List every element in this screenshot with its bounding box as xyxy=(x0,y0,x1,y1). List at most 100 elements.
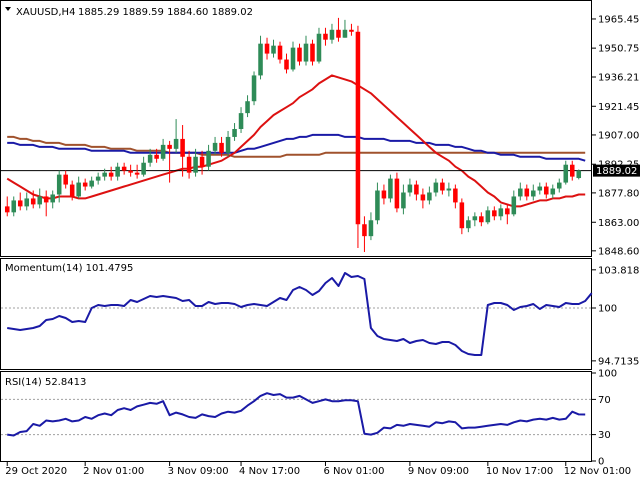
bullish-candle xyxy=(290,41,296,72)
candle-body xyxy=(63,174,68,185)
bullish-candle xyxy=(147,148,153,167)
candle-body xyxy=(290,47,296,70)
candle-body xyxy=(511,196,517,215)
bullish-candle xyxy=(401,184,406,215)
bullish-candle xyxy=(511,190,517,217)
bearish-candle xyxy=(134,164,140,179)
candle-body xyxy=(479,216,484,223)
price-panel[interactable] xyxy=(0,0,592,257)
candle-body xyxy=(37,196,42,205)
price-tick-label: 1936.21 xyxy=(598,72,639,83)
bearish-candle xyxy=(355,25,361,249)
bearish-candle xyxy=(459,198,465,235)
candle-body xyxy=(362,224,367,237)
candle-body xyxy=(537,186,543,191)
bearish-candle xyxy=(17,192,23,211)
bearish-candle xyxy=(394,172,400,213)
bearish-candle xyxy=(453,184,458,209)
bearish-candle xyxy=(362,216,367,253)
candle-body xyxy=(108,172,114,177)
bullish-candle xyxy=(141,156,146,177)
bullish-candle xyxy=(89,176,94,189)
bullish-candle xyxy=(388,174,393,203)
bearish-candle xyxy=(492,206,497,221)
candle-body xyxy=(576,170,582,179)
candle-body xyxy=(258,43,263,76)
candle-body xyxy=(121,166,127,171)
candle-body xyxy=(407,184,413,193)
candle-body xyxy=(128,170,133,173)
candle-body xyxy=(544,186,549,195)
bullish-candle xyxy=(472,212,478,227)
bullish-candle xyxy=(11,196,17,217)
bearish-candle xyxy=(108,166,114,181)
bearish-candle xyxy=(199,150,205,175)
candle-body xyxy=(160,144,166,159)
time-tick-label: 3 Nov 09:00 xyxy=(168,466,229,477)
bullish-candle xyxy=(193,148,198,177)
bullish-candle xyxy=(342,19,348,38)
bearish-candle xyxy=(186,150,192,179)
bearish-candle xyxy=(414,180,419,201)
momentum-panel[interactable] xyxy=(0,258,592,370)
rsi-tick-label: 100 xyxy=(598,369,617,380)
bullish-candle xyxy=(50,190,55,209)
candle-body xyxy=(556,182,562,189)
bullish-candle xyxy=(485,206,491,225)
bullish-candle xyxy=(225,130,231,157)
candle-body xyxy=(30,198,36,205)
bearish-candle xyxy=(349,23,354,36)
price-tick-label: 1907.00 xyxy=(598,130,639,141)
candle-body xyxy=(251,75,257,102)
candle-body xyxy=(95,176,101,181)
candle-body xyxy=(381,190,387,199)
bullish-candle xyxy=(115,162,120,181)
bearish-candle xyxy=(569,160,575,181)
ohlc-readout: 1885.29 1889.59 1884.60 1889.02 xyxy=(78,7,253,18)
candle-body xyxy=(219,142,224,153)
candle-body xyxy=(498,208,504,217)
bearish-candle xyxy=(264,37,270,60)
candle-body xyxy=(342,29,348,38)
bullish-candle xyxy=(258,35,263,80)
candle-body xyxy=(414,184,419,195)
price-tick-label: 1877.80 xyxy=(598,188,639,199)
candle-body xyxy=(303,43,309,62)
momentum-tick-label: 103.8183 xyxy=(598,265,640,276)
bullish-candle xyxy=(76,176,81,199)
candle-body xyxy=(102,172,107,177)
time-tick-label: 10 Nov 17:00 xyxy=(486,466,553,477)
candle-body xyxy=(186,156,192,173)
bullish-candle xyxy=(556,178,562,193)
rsi-label: RSI(14) 52.8413 xyxy=(5,377,86,388)
candle-body xyxy=(173,138,179,149)
candle-body xyxy=(394,178,400,209)
bullish-candle xyxy=(537,182,543,195)
symbol-dropdown-icon[interactable] xyxy=(5,7,11,11)
bearish-candle xyxy=(69,180,75,201)
bearish-candle xyxy=(544,182,549,199)
candle-body xyxy=(569,164,575,177)
rsi-tick-label: 30 xyxy=(598,430,611,441)
candle-body xyxy=(193,156,198,173)
candle-body xyxy=(24,198,30,207)
bearish-candle xyxy=(43,190,49,217)
candle-body xyxy=(89,180,94,187)
bullish-candle xyxy=(303,35,309,66)
candle-body xyxy=(316,33,322,62)
momentum-line xyxy=(7,272,593,356)
time-tick-label: 9 Nov 09:00 xyxy=(408,466,469,477)
rsi-panel[interactable] xyxy=(0,371,592,462)
candle-body xyxy=(232,128,237,137)
bearish-candle xyxy=(420,188,426,209)
current-price-tag xyxy=(593,164,640,177)
bullish-candle xyxy=(37,188,42,209)
time-tick-label: 29 Oct 2020 xyxy=(5,466,67,477)
bullish-candle xyxy=(576,169,582,180)
bullish-candle xyxy=(271,39,276,58)
bullish-candle xyxy=(550,184,556,199)
candle-body xyxy=(297,47,302,62)
bullish-candle xyxy=(206,144,211,171)
bearish-candle xyxy=(30,190,36,209)
